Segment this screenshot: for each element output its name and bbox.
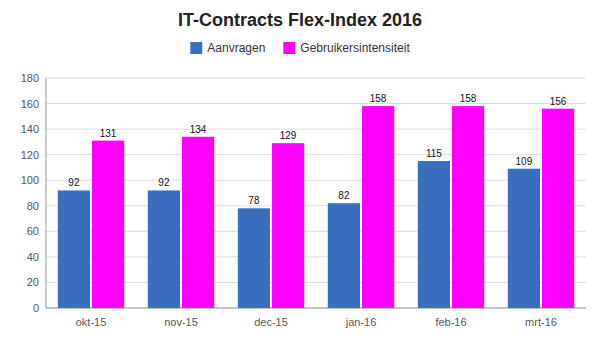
grid-line [46, 103, 586, 104]
grid-line [46, 231, 586, 232]
data-label: 92 [68, 177, 80, 188]
x-tick-label: jan-16 [345, 316, 377, 328]
grid-line [46, 180, 586, 181]
chart-svg: IT-Contracts Flex-Index 2016 0 20 40 60 80 100… [0, 0, 600, 338]
bars [58, 106, 574, 308]
legend-item: Gebruikersintensiteit [283, 41, 410, 55]
x-axis [46, 308, 586, 309]
bar [238, 208, 270, 308]
grid-line [46, 308, 586, 309]
y-tick-label: 40 [27, 251, 39, 263]
grid-line [46, 256, 586, 257]
bar [418, 161, 450, 308]
y-tick-label: 100 [21, 174, 39, 186]
grid-line [46, 78, 586, 79]
data-labels: 92 92 78 82 115 109 131 134 129 158 158 156 [68, 93, 567, 206]
grid-line [46, 129, 586, 130]
data-label: 158 [370, 93, 387, 104]
legend-swatch [283, 42, 295, 54]
data-label: 109 [516, 156, 533, 167]
y-tick-label: 60 [27, 225, 39, 237]
y-axis [46, 78, 47, 308]
legend: Aanvragen Gebruikersintensiteit [190, 41, 410, 55]
data-label: 158 [460, 93, 477, 104]
bar [328, 203, 360, 308]
bar [92, 141, 124, 308]
y-tick-label: 120 [21, 149, 39, 161]
data-label: 156 [550, 96, 567, 107]
y-tick-label: 0 [33, 302, 39, 314]
y-tick-label: 160 [21, 98, 39, 110]
data-label: 92 [158, 177, 170, 188]
y-tick-label: 20 [27, 276, 39, 288]
bar [182, 137, 214, 308]
x-tick-label: mrt-16 [525, 316, 557, 328]
bar [272, 143, 304, 308]
grid-line [46, 154, 586, 155]
title: IT-Contracts Flex-Index 2016 [178, 10, 422, 30]
grid-line [46, 282, 586, 283]
data-label: 131 [100, 128, 117, 139]
y-tick-label: 180 [21, 72, 39, 84]
bar [58, 190, 90, 308]
legend-swatch [190, 42, 202, 54]
bar [148, 190, 180, 308]
legend-item: Aanvragen [190, 41, 265, 55]
bar [362, 106, 394, 308]
grid-line [46, 205, 586, 206]
legend-label: Aanvragen [207, 41, 265, 55]
bar [508, 169, 540, 308]
y-tick-label: 140 [21, 123, 39, 135]
data-label: 115 [426, 148, 442, 159]
x-tick-label: nov-15 [164, 316, 198, 328]
y-tick-label: 80 [27, 200, 39, 212]
data-label: 129 [280, 130, 297, 141]
data-label: 78 [248, 195, 260, 206]
data-label: 134 [190, 124, 207, 135]
x-tick-label: okt-15 [76, 316, 107, 328]
bar [452, 106, 484, 308]
bar [542, 109, 574, 308]
grid [46, 78, 586, 308]
data-label: 82 [338, 190, 350, 201]
x-tick-label: dec-15 [254, 316, 288, 328]
legend-label: Gebruikersintensiteit [300, 41, 410, 55]
chart-container: IT-Contracts Flex-Index 2016 0 20 40 60 80 100… [0, 0, 600, 338]
x-tick-label: feb-16 [435, 316, 466, 328]
